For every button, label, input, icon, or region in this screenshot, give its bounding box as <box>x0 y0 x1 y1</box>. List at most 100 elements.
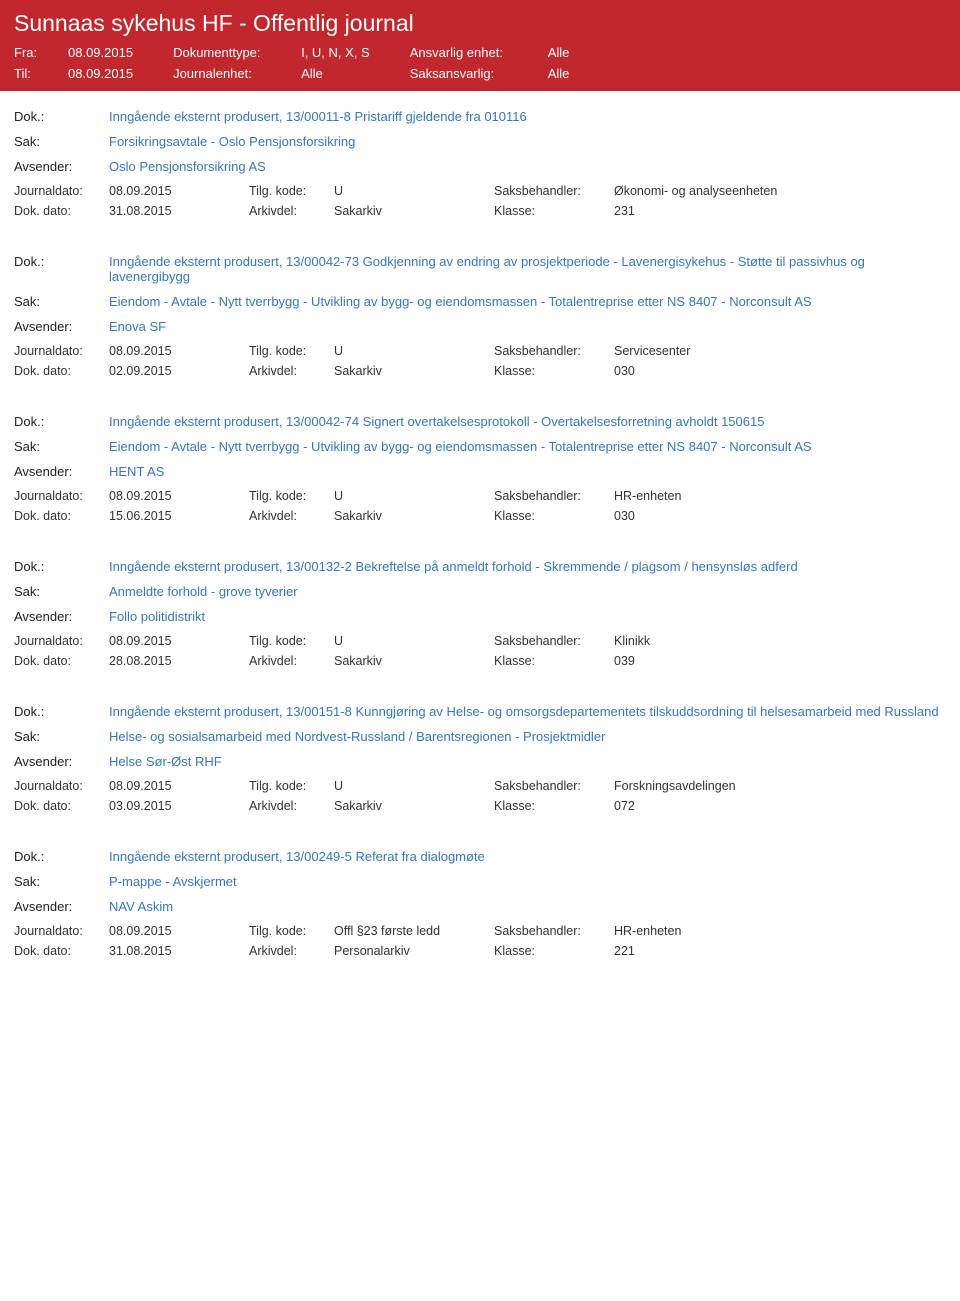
journaldato-label: Journaldato: <box>14 344 109 358</box>
dokdato-label: Dok. dato: <box>14 204 109 218</box>
klasse-value: 030 <box>614 509 946 523</box>
sak-value[interactable]: Eiendom - Avtale - Nytt tverrbygg - Utvi… <box>109 439 946 454</box>
saksbehandler-value: Økonomi- og analyseenheten <box>614 184 946 198</box>
arkivdel-value: Sakarkiv <box>334 364 494 378</box>
klasse-label: Klasse: <box>494 799 614 813</box>
journaldato-value: 08.09.2015 <box>109 489 249 503</box>
journaldato-label: Journaldato: <box>14 184 109 198</box>
arkivdel-label: Arkivdel: <box>249 944 334 958</box>
klasse-label: Klasse: <box>494 944 614 958</box>
journal-entry: Dok.: Inngående eksternt produsert, 13/0… <box>0 91 960 236</box>
sak-value[interactable]: P-mappe - Avskjermet <box>109 874 946 889</box>
journaldato-label: Journaldato: <box>14 634 109 648</box>
klasse-value: 039 <box>614 654 946 668</box>
tilgkode-value: U <box>334 779 494 793</box>
tilgkode-value: Offl §23 første ledd <box>334 924 494 938</box>
dok-label: Dok.: <box>14 704 109 719</box>
dokdato-value: 28.08.2015 <box>109 654 249 668</box>
journalenhet-label: Journalenhet: <box>173 66 283 81</box>
dok-value[interactable]: Inngående eksternt produsert, 13/00042-7… <box>109 414 946 429</box>
journal-entry: Dok.: Inngående eksternt produsert, 13/0… <box>0 236 960 396</box>
avsender-value[interactable]: HENT AS <box>109 464 946 479</box>
journaldato-value: 08.09.2015 <box>109 634 249 648</box>
fra-value: 08.09.2015 <box>68 45 133 60</box>
sak-value[interactable]: Forsikringsavtale - Oslo Pensjonsforsikr… <box>109 134 946 149</box>
fra-label: Fra: <box>14 45 50 60</box>
saksansvarlig-value: Alle <box>548 66 570 81</box>
dokdato-label: Dok. dato: <box>14 944 109 958</box>
dok-label: Dok.: <box>14 559 109 574</box>
sak-value[interactable]: Anmeldte forhold - grove tyverier <box>109 584 946 599</box>
sak-label: Sak: <box>14 874 109 889</box>
saksbehandler-value: Servicesenter <box>614 344 946 358</box>
page-title: Sunnaas sykehus HF - Offentlig journal <box>14 10 946 37</box>
header-filters: Fra: 08.09.2015 Til: 08.09.2015 Dokument… <box>14 45 946 81</box>
avsender-label: Avsender: <box>14 609 109 624</box>
journal-entry: Dok.: Inngående eksternt produsert, 13/0… <box>0 686 960 831</box>
tilgkode-label: Tilg. kode: <box>249 184 334 198</box>
journal-entry: Dok.: Inngående eksternt produsert, 13/0… <box>0 396 960 541</box>
dokdato-value: 31.08.2015 <box>109 944 249 958</box>
sak-label: Sak: <box>14 584 109 599</box>
avsender-label: Avsender: <box>14 464 109 479</box>
dok-value[interactable]: Inngående eksternt produsert, 13/00151-8… <box>109 704 946 719</box>
klasse-label: Klasse: <box>494 364 614 378</box>
journaldato-value: 08.09.2015 <box>109 184 249 198</box>
avsender-value[interactable]: Oslo Pensjonsforsikring AS <box>109 159 946 174</box>
dok-label: Dok.: <box>14 414 109 429</box>
dokdato-value: 31.08.2015 <box>109 204 249 218</box>
dokdato-value: 02.09.2015 <box>109 364 249 378</box>
sak-value[interactable]: Eiendom - Avtale - Nytt tverrbygg - Utvi… <box>109 294 946 309</box>
saksbehandler-label: Saksbehandler: <box>494 344 614 358</box>
arkivdel-label: Arkivdel: <box>249 204 334 218</box>
dokdato-value: 15.06.2015 <box>109 509 249 523</box>
arkivdel-label: Arkivdel: <box>249 654 334 668</box>
avsender-value[interactable]: NAV Askim <box>109 899 946 914</box>
saksbehandler-label: Saksbehandler: <box>494 924 614 938</box>
arkivdel-label: Arkivdel: <box>249 364 334 378</box>
journaldato-label: Journaldato: <box>14 924 109 938</box>
page-header: Sunnaas sykehus HF - Offentlig journal F… <box>0 0 960 91</box>
tilgkode-label: Tilg. kode: <box>249 634 334 648</box>
dok-label: Dok.: <box>14 254 109 284</box>
arkivdel-value: Personalarkiv <box>334 944 494 958</box>
sak-value[interactable]: Helse- og sosialsamarbeid med Nordvest-R… <box>109 729 946 744</box>
til-label: Til: <box>14 66 50 81</box>
dok-value[interactable]: Inngående eksternt produsert, 13/00042-7… <box>109 254 946 284</box>
sak-label: Sak: <box>14 134 109 149</box>
dok-label: Dok.: <box>14 109 109 124</box>
arkivdel-value: Sakarkiv <box>334 509 494 523</box>
sak-label: Sak: <box>14 439 109 454</box>
klasse-label: Klasse: <box>494 654 614 668</box>
dokdato-label: Dok. dato: <box>14 799 109 813</box>
journaldato-value: 08.09.2015 <box>109 779 249 793</box>
saksbehandler-label: Saksbehandler: <box>494 634 614 648</box>
ansvarlig-label: Ansvarlig enhet: <box>410 45 530 60</box>
journalenhet-value: Alle <box>301 66 323 81</box>
arkivdel-value: Sakarkiv <box>334 799 494 813</box>
klasse-value: 231 <box>614 204 946 218</box>
dokdato-label: Dok. dato: <box>14 654 109 668</box>
tilgkode-label: Tilg. kode: <box>249 779 334 793</box>
dok-value[interactable]: Inngående eksternt produsert, 13/00011-8… <box>109 109 946 124</box>
klasse-value: 030 <box>614 364 946 378</box>
dok-value[interactable]: Inngående eksternt produsert, 13/00249-5… <box>109 849 946 864</box>
saksansvarlig-label: Saksansvarlig: <box>410 66 530 81</box>
klasse-label: Klasse: <box>494 509 614 523</box>
arkivdel-label: Arkivdel: <box>249 799 334 813</box>
klasse-label: Klasse: <box>494 204 614 218</box>
tilgkode-label: Tilg. kode: <box>249 489 334 503</box>
dokdato-value: 03.09.2015 <box>109 799 249 813</box>
tilgkode-value: U <box>334 184 494 198</box>
saksbehandler-value: Klinikk <box>614 634 946 648</box>
dok-value[interactable]: Inngående eksternt produsert, 13/00132-2… <box>109 559 946 574</box>
avsender-value[interactable]: Enova SF <box>109 319 946 334</box>
avsender-value[interactable]: Helse Sør-Øst RHF <box>109 754 946 769</box>
dokdato-label: Dok. dato: <box>14 509 109 523</box>
saksbehandler-value: HR-enheten <box>614 489 946 503</box>
avsender-label: Avsender: <box>14 754 109 769</box>
saksbehandler-label: Saksbehandler: <box>494 184 614 198</box>
avsender-value[interactable]: Follo politidistrikt <box>109 609 946 624</box>
dok-label: Dok.: <box>14 849 109 864</box>
saksbehandler-value: HR-enheten <box>614 924 946 938</box>
